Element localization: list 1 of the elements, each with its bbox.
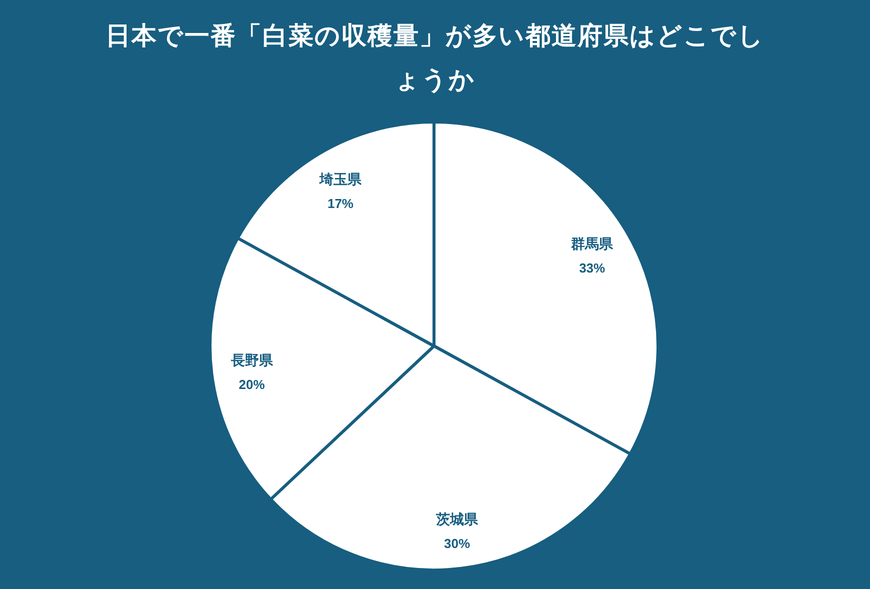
- chart-title: 日本で一番「白菜の収穫量」が多い都道府県はどこでしょうか: [104, 21, 766, 96]
